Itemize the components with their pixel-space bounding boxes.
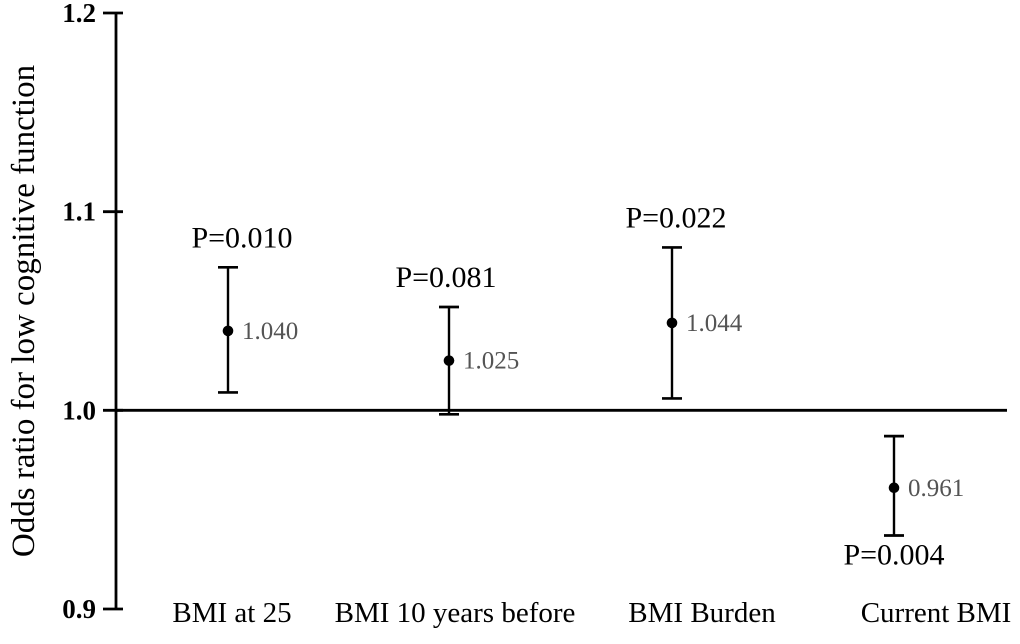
p-value-label: P=0.081 <box>395 261 496 294</box>
value-label: 1.040 <box>242 318 298 345</box>
series-layer: 1.040 P=0.010 1.025 P=0.081 1.044 P=0.022 0.96… <box>191 201 964 571</box>
category-label: BMI Burden <box>628 597 776 629</box>
value-label: 1.025 <box>463 348 519 375</box>
category-label: BMI at 25 <box>172 597 291 629</box>
y-tick-label: 1.0 <box>62 395 96 425</box>
data-point <box>443 355 455 366</box>
axis-layer: 1.2 1.1 1.0 0.9 BMI at 25 BMI 10 years before… <box>62 0 1011 629</box>
data-point <box>888 482 900 494</box>
p-value-label: P=0.004 <box>843 538 944 571</box>
category-label: Current BMI <box>861 597 1012 629</box>
value-label: 0.961 <box>908 475 964 502</box>
value-label: 1.044 <box>686 310 743 337</box>
p-value-label: P=0.022 <box>625 201 726 234</box>
y-tick-label: 1.1 <box>62 197 96 227</box>
y-tick-label: 1.2 <box>62 0 96 28</box>
p-value-label: P=0.010 <box>191 221 292 254</box>
data-point <box>666 317 678 329</box>
category-label: BMI 10 years before <box>335 597 576 629</box>
y-tick-label: 0.9 <box>62 594 96 624</box>
y-axis-title: Odds ratio for low cognitive function <box>6 65 42 557</box>
data-point <box>222 325 234 337</box>
